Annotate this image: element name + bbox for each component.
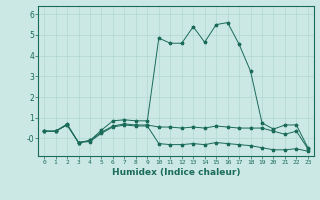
X-axis label: Humidex (Indice chaleur): Humidex (Indice chaleur) bbox=[112, 168, 240, 177]
